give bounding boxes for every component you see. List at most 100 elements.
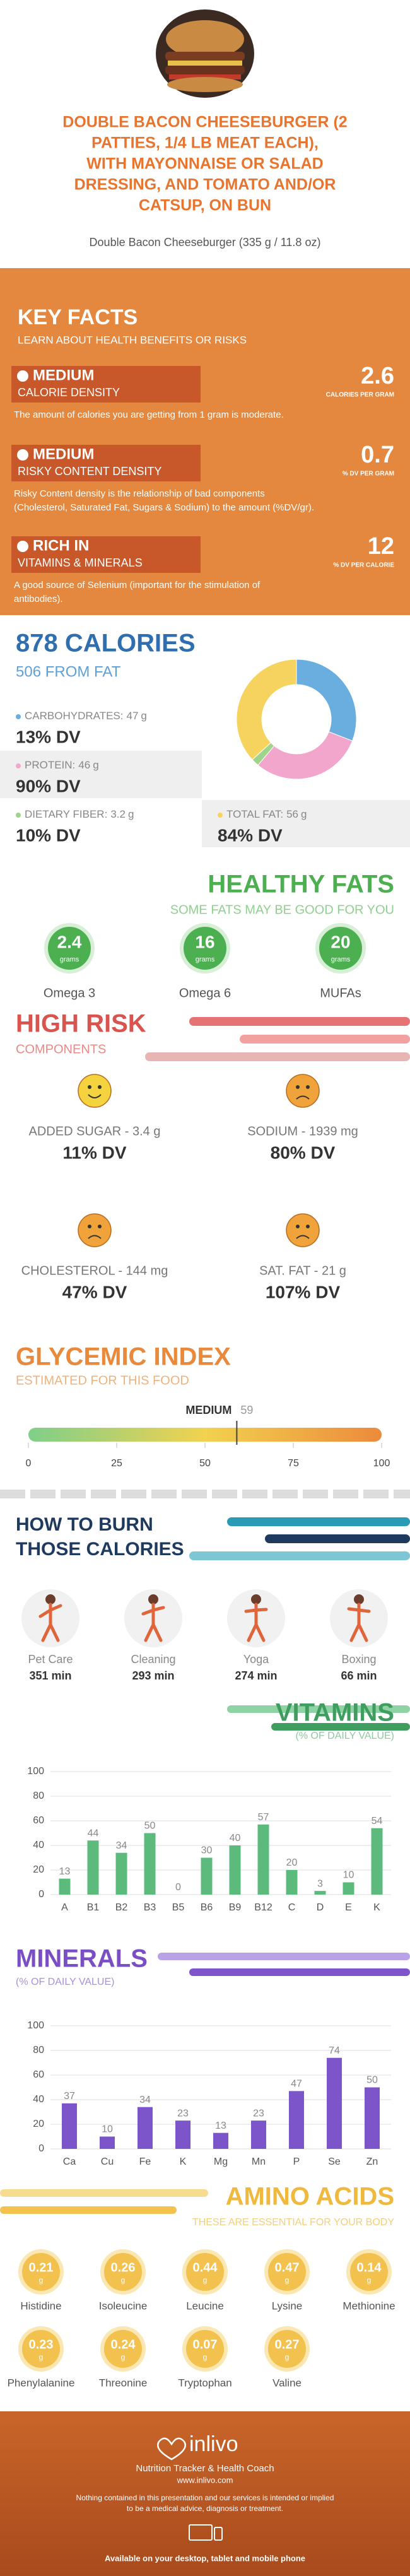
nutrient-unit: g xyxy=(128,808,134,820)
bar xyxy=(87,1840,99,1895)
footer-tagline: Nutrition Tracker & Health Coach xyxy=(136,2463,274,2474)
amino-circle xyxy=(104,2253,142,2291)
section-title: KEY FACTS xyxy=(18,305,138,329)
bar xyxy=(343,1882,354,1895)
fact-name: RISKY CONTENT DENSITY xyxy=(18,465,161,478)
y-tick-label: 0 xyxy=(38,1889,44,1900)
bar xyxy=(327,2057,342,2149)
amino-circle xyxy=(268,2253,306,2291)
face-eye xyxy=(88,1085,91,1089)
nutrient-dv: 84% DV xyxy=(218,825,283,845)
decor-stripe xyxy=(189,1968,410,1976)
decor-stripe xyxy=(265,1534,410,1543)
activity-figure xyxy=(141,1603,165,1642)
bar xyxy=(314,1891,326,1895)
value-label: 50 xyxy=(144,1821,156,1832)
nutrient-name: TOTAL FAT: xyxy=(226,808,283,820)
risk-label: SODIUM - 1939 mg xyxy=(247,1124,358,1138)
decor-stripe xyxy=(0,2189,208,2197)
x-tick-label: Se xyxy=(328,2156,341,2167)
amino-circle xyxy=(186,2253,224,2291)
x-tick-label: Ca xyxy=(63,2156,76,2167)
fact-description: Risky Content density is the relationshi… xyxy=(14,488,265,499)
amino-circle xyxy=(350,2253,388,2291)
fat-name: Omega 3 xyxy=(44,986,95,1000)
risk-label: SAT. FAT - 21 g xyxy=(259,1264,346,1278)
face-icon xyxy=(286,1213,320,1247)
nutrient-label: TOTAL FAT: 56 g xyxy=(226,808,307,820)
bar xyxy=(289,2091,304,2149)
nutrient-amount: 3.2 xyxy=(110,808,126,820)
decor-stripe xyxy=(189,1551,410,1560)
value-label: 10 xyxy=(343,1870,354,1881)
x-tick-label: B5 xyxy=(172,1902,185,1913)
fact-unit: % DV PER GRAM xyxy=(343,471,394,478)
fact-level: RICH IN xyxy=(33,537,89,554)
risk-dv: 80% DV xyxy=(271,1143,336,1162)
decor-stripe xyxy=(271,1723,410,1731)
amino-circle xyxy=(22,2330,60,2368)
decor-stripe xyxy=(189,1017,410,1026)
activity-time: 351 min xyxy=(29,1669,71,1682)
section-title: AMINO ACIDS xyxy=(226,2183,394,2211)
fact-name: CALORIE DENSITY xyxy=(18,386,120,399)
fat-unit: grams xyxy=(196,956,215,963)
bar xyxy=(213,2132,228,2149)
amino-amount: 0.24 xyxy=(111,2338,136,2351)
fat-circle xyxy=(184,927,226,970)
title-line: PATTIES, 1/4 LB MEAT EACH), xyxy=(91,134,319,152)
x-tick-label: B9 xyxy=(229,1902,242,1913)
y-tick-label: 80 xyxy=(33,1791,44,1801)
amino-unit: g xyxy=(121,2353,126,2361)
amino-name: Phenylalanine xyxy=(8,2377,75,2389)
nutrient-amount: 47 xyxy=(127,710,139,722)
fact-icon xyxy=(17,541,28,552)
donut-segment xyxy=(257,731,353,780)
x-tick-label: 0 xyxy=(26,1458,32,1469)
bar xyxy=(100,2136,115,2149)
y-tick-label: 60 xyxy=(33,1815,44,1826)
title-line: DOUBLE BACON CHEESEBURGER (2 xyxy=(62,114,347,131)
x-tick-label: B1 xyxy=(87,1902,100,1913)
fact-unit: % DV PER CALORIE xyxy=(333,562,394,569)
fact-icon xyxy=(17,449,28,461)
face-icon xyxy=(78,1074,112,1108)
footer-disclaimer: Nothing contained in this presentation a… xyxy=(76,2493,334,2502)
amino-amount: 0.23 xyxy=(29,2338,54,2351)
nutrient-name: DIETARY FIBER: xyxy=(25,808,107,820)
value-label: 37 xyxy=(64,2091,75,2102)
burger-image xyxy=(156,9,254,98)
x-tick-label: B6 xyxy=(201,1902,213,1913)
section-title: MINERALS xyxy=(16,1945,148,1973)
nutrient-amount: 56 xyxy=(286,808,298,820)
amino-amount: 0.21 xyxy=(29,2261,54,2274)
face-eye xyxy=(98,1225,102,1228)
value-label: 54 xyxy=(372,1816,383,1826)
activity-time: 66 min xyxy=(341,1669,377,1682)
section-subtitle: ESTIMATED FOR THIS FOOD xyxy=(16,1373,189,1387)
face-mouth xyxy=(88,1094,102,1098)
amino-unit: g xyxy=(39,2353,44,2361)
fact-level: MEDIUM xyxy=(33,367,94,384)
amino-name: Methionine xyxy=(343,2300,395,2312)
activity-name: Cleaning xyxy=(131,1653,175,1666)
decor-stripe xyxy=(145,1052,410,1061)
fat-amount: 2.4 xyxy=(57,932,82,951)
face-eye xyxy=(88,1225,91,1228)
nutrient-amount: 46 xyxy=(78,759,90,771)
fat-circle xyxy=(319,927,362,970)
amino-amount: 0.44 xyxy=(193,2261,218,2274)
nutrient-label: DIETARY FIBER: 3.2 g xyxy=(25,808,134,820)
fact-description: The amount of calories you are getting f… xyxy=(14,409,284,420)
row-band xyxy=(0,751,202,798)
risk-dv: 107% DV xyxy=(266,1282,341,1302)
bar xyxy=(59,1878,71,1895)
fact-value: 0.7 xyxy=(361,442,394,468)
value-label: 23 xyxy=(177,2108,189,2119)
section-title: THOSE CALORIES xyxy=(16,1539,184,1560)
activity-time: 274 min xyxy=(235,1669,277,1682)
calories-from-fat: 506 FROM FAT xyxy=(16,663,121,680)
gi-value: 59 xyxy=(240,1404,253,1416)
section-title: VITAMINS xyxy=(276,1699,394,1727)
